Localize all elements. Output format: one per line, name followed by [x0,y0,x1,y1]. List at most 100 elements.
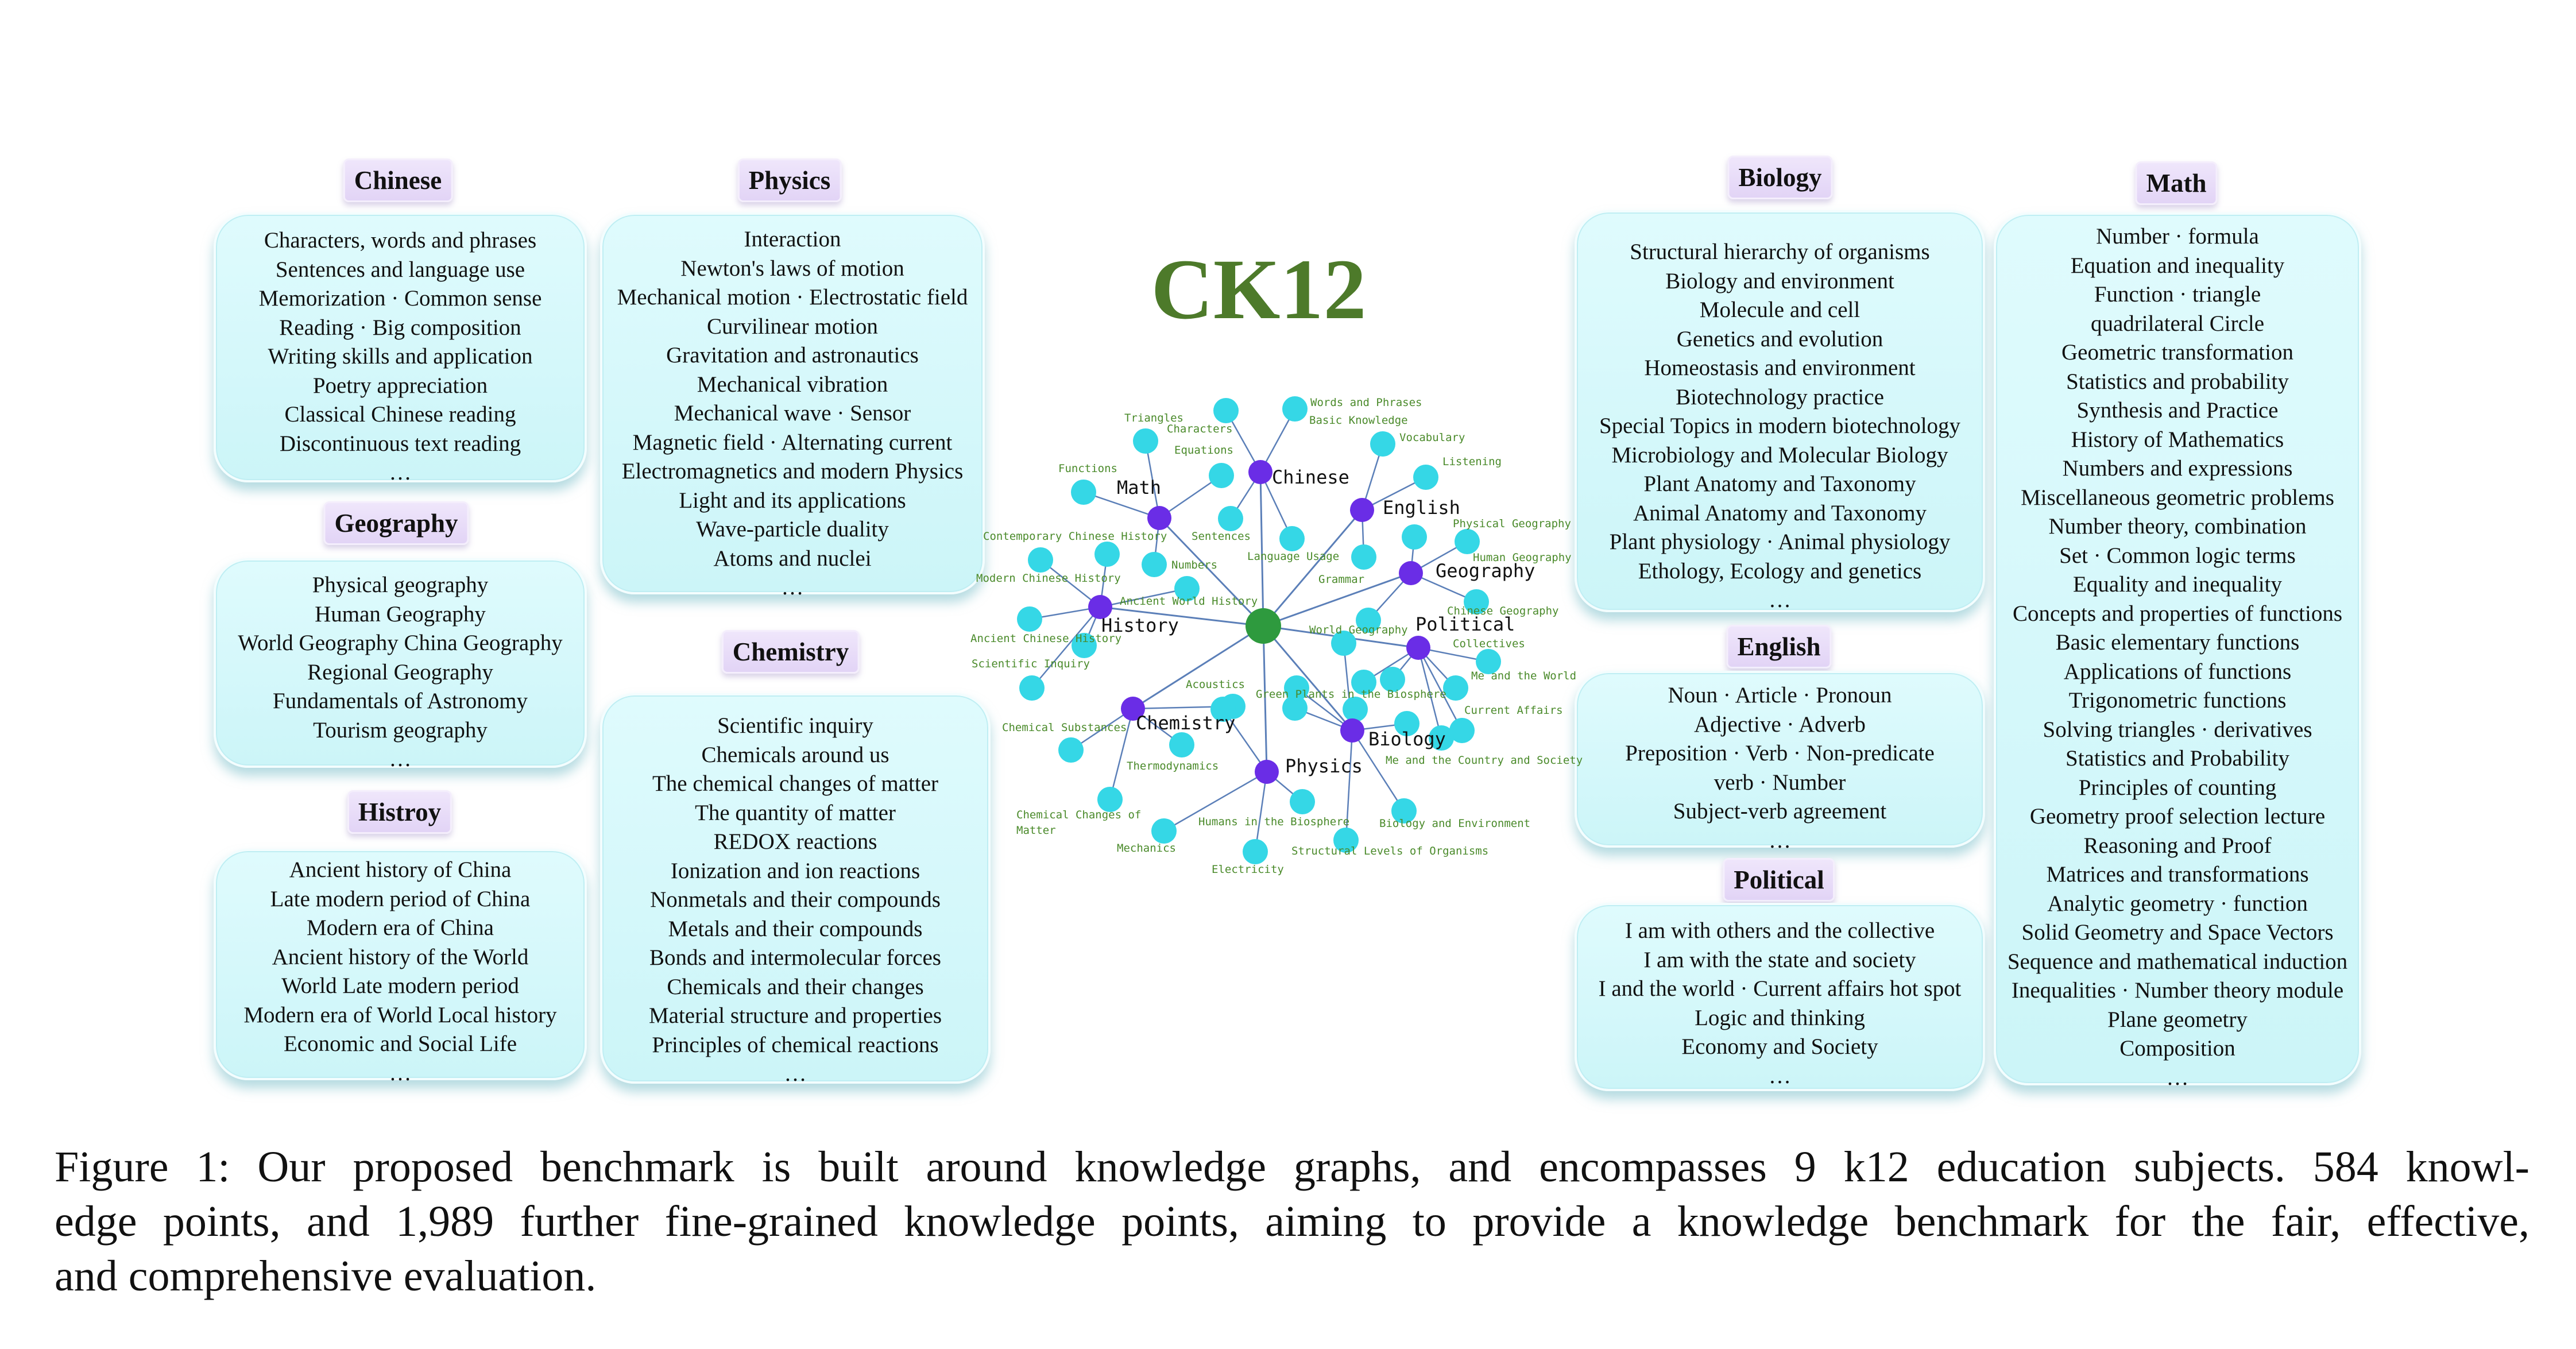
graph-edge [1031,606,1101,689]
list-item: Ancient history of China [289,857,512,882]
graph-edge [1040,559,1101,608]
list-item: … [1768,828,1791,853]
panel-history: Ancient history of China Late modern peri… [214,849,587,1085]
list-item: I and the world · Current affairs hot sp… [1598,976,1962,1001]
leaf-node [1174,576,1200,601]
list-item: Statistics and Probability [2066,746,2289,771]
leaf-label: Humans in the Biosphere [1198,815,1349,828]
list-item: Plane geometry [2107,1007,2248,1032]
list-item: Number · formula [2096,224,2259,249]
list-item: Special Topics in modern biotechnology [1599,413,1961,438]
subject-label: Math [1117,477,1161,498]
graph-edge [1345,730,1353,841]
leaf-label: Words and Phrases [1310,396,1422,409]
list-item: Modern era of World Local history [243,1002,557,1027]
list-item: Basic elementary functions [2055,630,2300,655]
leaf-node [1429,725,1454,751]
leaf-label: Basic Knowledge [1309,414,1408,427]
list-item: Curvilinear motion [707,314,878,339]
graph-edge [1259,471,1264,627]
list-item: Magnetic field · Alternating current [632,430,953,455]
subject-label: History [1101,614,1179,636]
leaf-label: Mechanics [1117,842,1176,855]
list-item: … [784,1061,807,1086]
list-item: Biotechnology practice [1676,384,1884,409]
graph-edge [1144,440,1161,519]
list-item: Preposition · Verb · Non-predicate [1625,741,1935,766]
panel-math: Number · formula Equation and inequality F… [1994,212,2361,1090]
panel-biology: Structural hierarchy of organisms Biology… [1575,210,1985,612]
leaf-label: Me and the World [1471,670,1576,682]
list-item: Modern era of China [307,915,494,940]
list-item: Noun · Article · Pronoun [1668,683,1892,708]
list-item: Physical geography [312,573,489,597]
panel-list: Physical geography Human Geography World G… [238,571,562,774]
graph-edge [1417,647,1463,731]
panel-chinese: Characters, words and phrases Sentences a… [214,212,587,485]
panel-political: I am with others and the collective I am … [1575,903,1985,1091]
leaf-node [1380,667,1405,692]
leaf-label: Human Geography [1473,551,1572,564]
subject-node [1255,760,1279,784]
list-item: World Geography China Geography [238,631,563,655]
list-item: Ethology, Ecology and genetics [1638,558,1922,583]
list-item: Economy and Society [1681,1034,1878,1059]
leaf-label: Thermodynamics [1127,760,1219,772]
list-item: Mechanical vibration [697,372,888,397]
leaf-node [1017,606,1042,632]
leaf-node [1391,798,1417,824]
subject-label: Physics [1285,755,1363,777]
center-node [1246,608,1281,644]
leaf-node [1209,463,1234,488]
panel-list: Interaction Newton's laws of motion Mechan… [617,225,968,602]
leaf-label: Sentences [1192,530,1251,543]
panel-heading-geography: Geography [323,501,469,545]
list-item: History of Mathematics [2071,427,2284,452]
list-item: Reasoning and Proof [2083,833,2272,858]
panel-heading-math: Math [2135,161,2218,205]
list-item: Wave-particle duality [696,517,889,542]
leaf-label: Ancient Chinese History [970,632,1121,645]
panel-list: Characters, words and phrases Sentences a… [259,226,542,488]
leaf-node [1455,529,1480,554]
list-item: … [2166,1065,2189,1090]
list-item: Homeostasis and environment [1644,355,1916,380]
leaf-node [1449,718,1475,743]
list-item: Ancient history of the World [272,944,529,969]
leaf-node [1284,675,1309,701]
leaf-node [1351,544,1376,570]
subject-node [1406,636,1430,660]
list-item: Molecule and cell [1699,297,1861,322]
leaf-label: World Geography [1309,624,1408,636]
subject-node [1350,498,1374,522]
leaf-label: Current Affairs [1464,704,1563,717]
leaf-label: Grammar [1318,573,1364,586]
list-item: Gravitation and astronautics [666,343,919,368]
list-item: Scientific inquiry [717,713,873,738]
graph-edge [1262,625,1353,731]
list-item: I am with the state and society [1643,947,1916,972]
list-item: Subject-verb agreement [1673,799,1887,824]
graph-edge [1254,771,1268,852]
list-item: Plant Anatomy and Taxonomy [1643,471,1916,496]
graph-edge [1100,587,1188,608]
panel-list: I am with others and the collective I am … [1599,917,1962,1091]
leaf-node [1443,675,1468,701]
leaf-node [1142,552,1167,577]
graph-edge [1100,606,1264,627]
list-item: Set · Common logic terms [2059,543,2296,568]
leaf-label: Structural Levels of Organisms [1291,845,1488,857]
leaf-node [1290,789,1315,814]
graph-edge [1109,708,1134,800]
caption-line: and comprehensive evaluation. [55,1252,597,1300]
graph-edge [1351,730,1405,811]
list-item: Chemicals around us [701,742,889,767]
leaf-node [1356,608,1381,633]
leaf-node [1133,428,1158,454]
subject-node [1147,506,1171,530]
subject-label: Political [1415,613,1515,635]
list-item: Geometric transformation [2061,340,2293,365]
leaf-label: Language Usage [1247,550,1339,563]
list-item: Statistics and probability [2066,369,2289,394]
list-item: Sequence and mathematical induction [2007,949,2348,974]
